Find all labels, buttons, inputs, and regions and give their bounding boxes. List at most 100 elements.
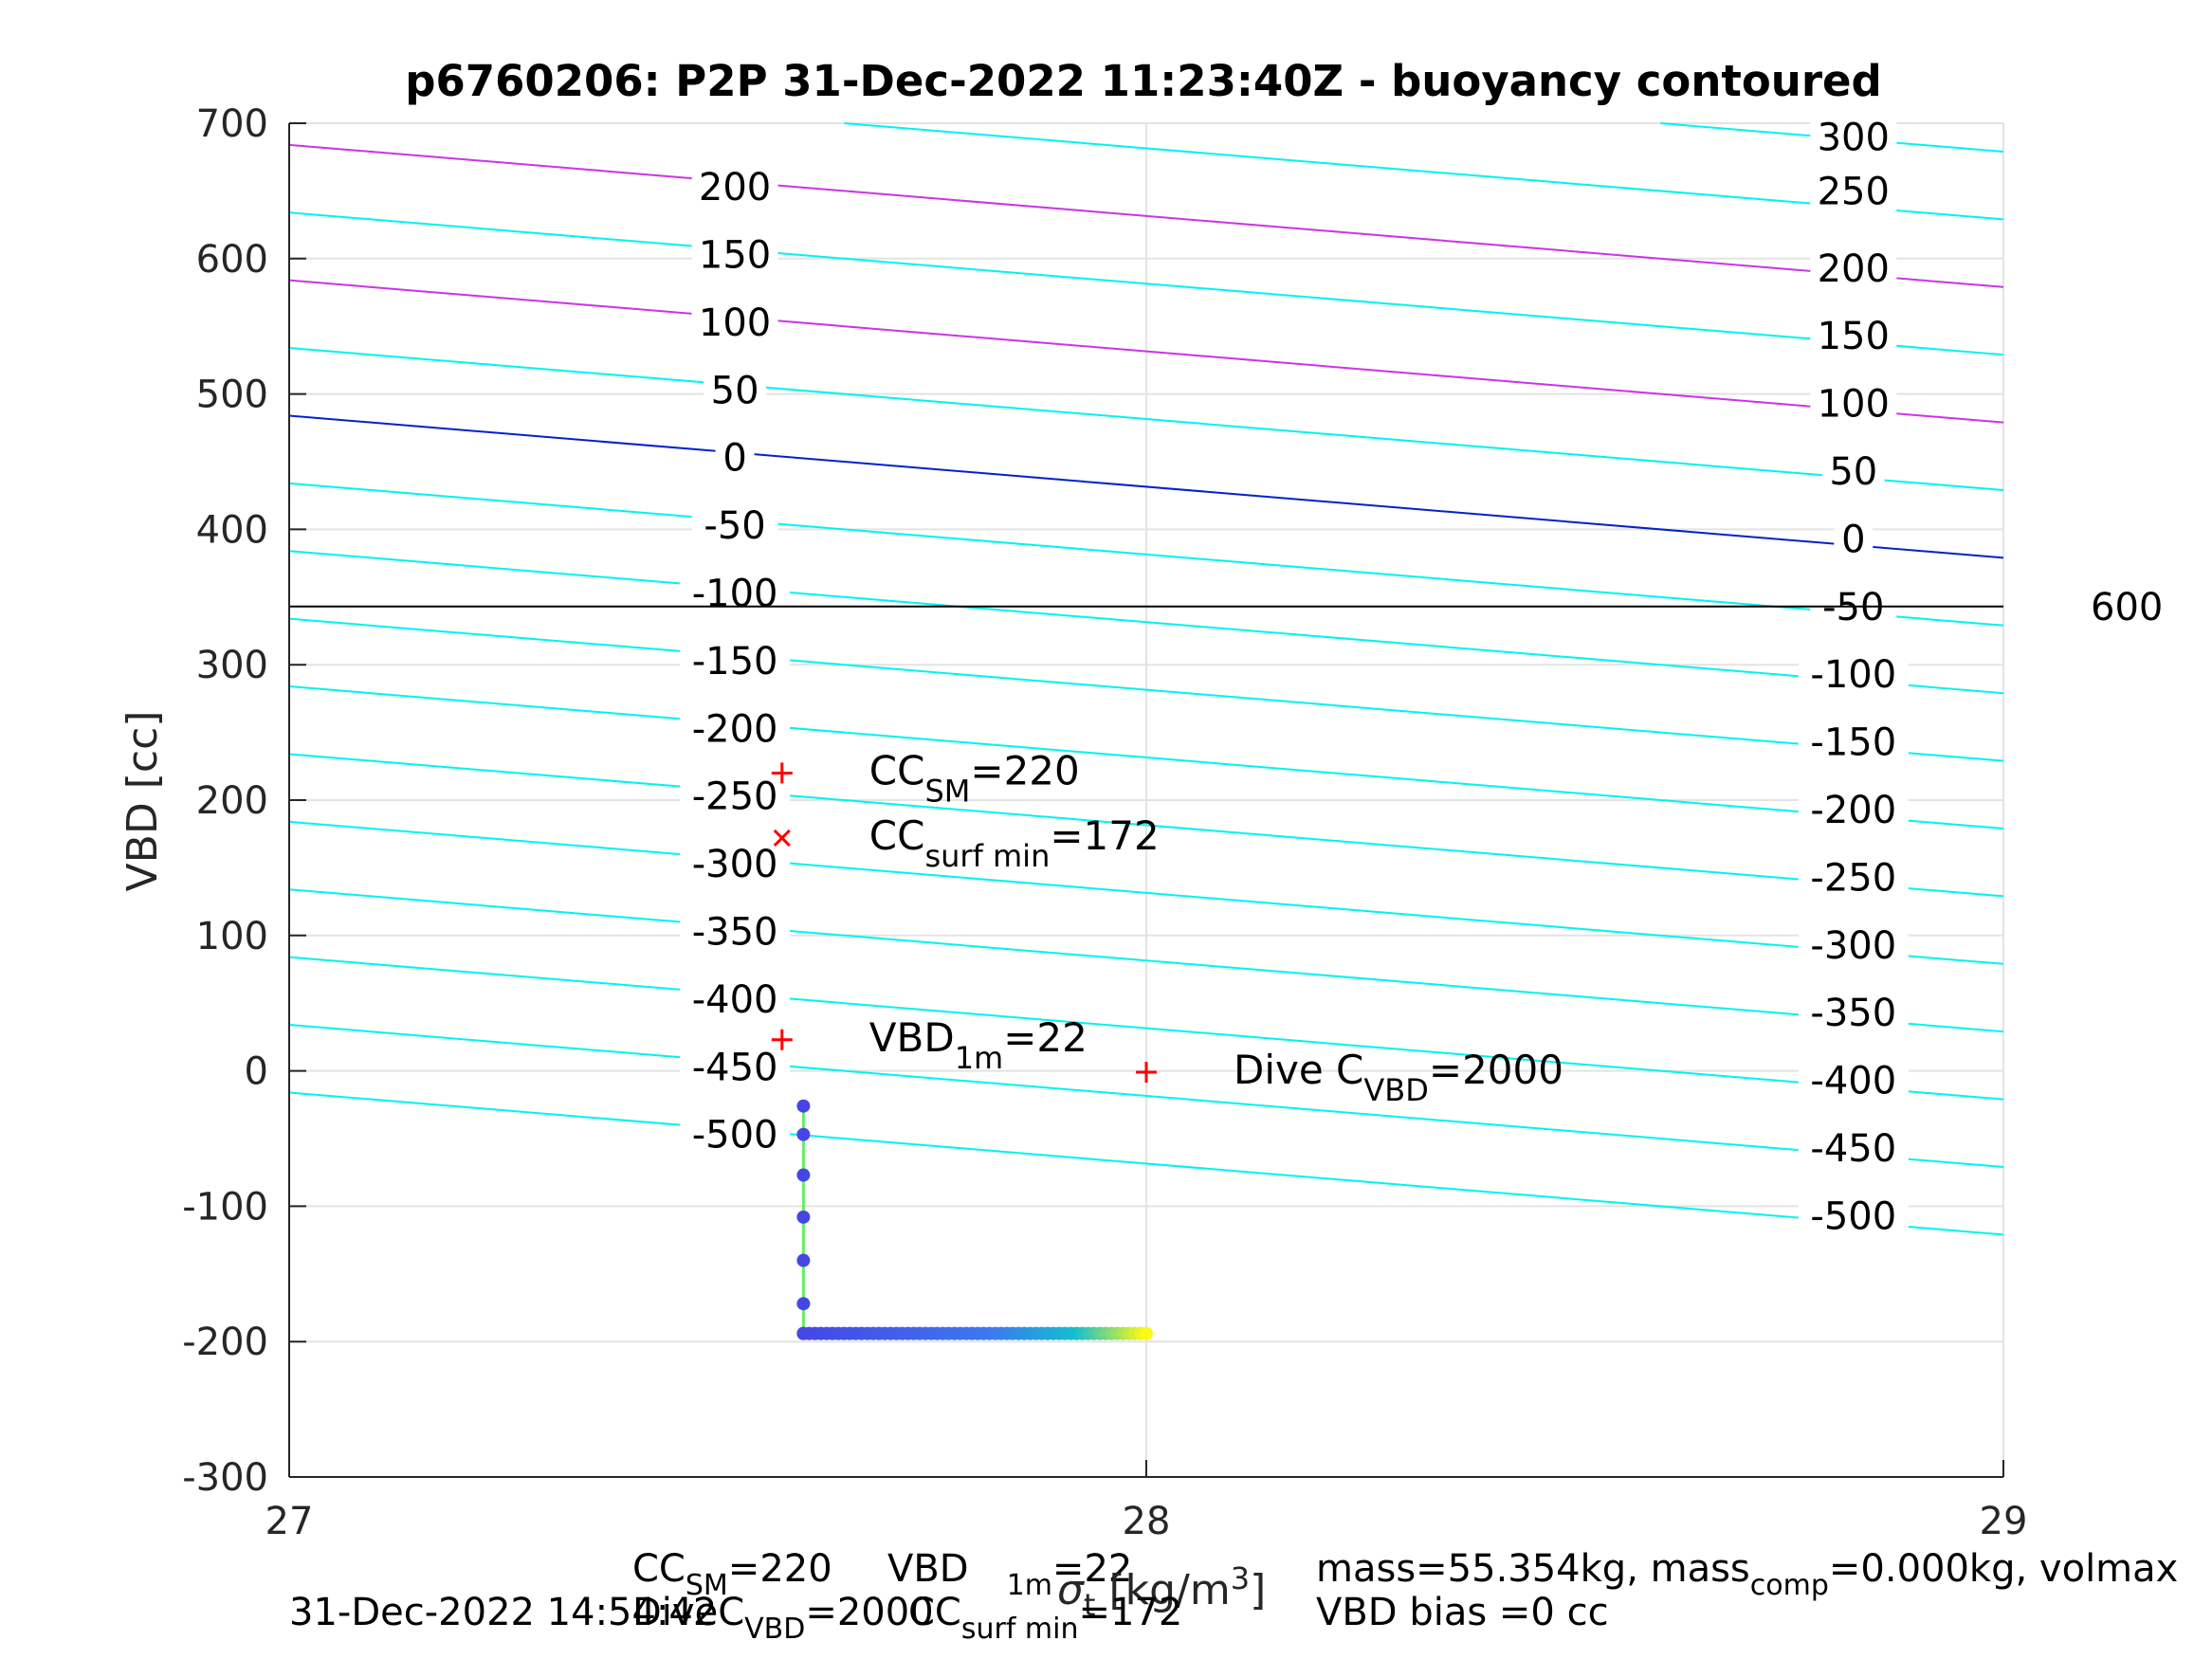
contour-label-right-bg xyxy=(1798,923,1909,966)
contour-label-right: -250 xyxy=(1810,856,1896,900)
contour-label-right: -350 xyxy=(1810,992,1896,1035)
contour-label-right: -450 xyxy=(1810,1127,1896,1171)
contour-line xyxy=(288,617,2004,762)
footer-vbd-bias: VBD bias =0 cc xyxy=(1316,1591,1609,1634)
contour-label-right: 300 xyxy=(1818,116,1890,159)
footer-summary-cc: CCSM=220 xyxy=(632,1547,832,1602)
footer-summary-vbd: VBD 1m=22 xyxy=(887,1547,1132,1602)
x-tick-label: 29 xyxy=(1980,1500,2028,1543)
contour-label-left-bg xyxy=(680,639,791,682)
contour-label-right-bg xyxy=(1810,246,1897,289)
profile-point xyxy=(796,1099,811,1113)
contour-label-left-bg xyxy=(691,166,778,209)
contour-label-right-bg xyxy=(1810,116,1897,158)
contour-label-right: 0 xyxy=(1841,518,1865,561)
contour-label-left: 50 xyxy=(711,369,759,412)
contour-label-left: 100 xyxy=(699,301,771,345)
x-tick-label: 27 xyxy=(265,1500,314,1543)
contour-line xyxy=(288,753,2004,898)
contour-line xyxy=(288,482,2004,627)
contour-label-right-bg xyxy=(1810,315,1897,357)
contour-label-left-bg xyxy=(680,1113,791,1156)
contour-label-right-bg xyxy=(1834,518,1874,560)
y-tick-label: -100 xyxy=(182,1185,268,1229)
footer-timestamp: 31-Dec-2022 14:54:42 xyxy=(289,1591,717,1634)
contour-label-left: -350 xyxy=(692,911,778,955)
marker-label: Dive CVBD=2000 xyxy=(1234,1047,1563,1108)
y-tick-label: 600 xyxy=(196,238,268,282)
y-tick-label: -200 xyxy=(182,1321,268,1364)
contour-label-right: -100 xyxy=(1810,653,1896,697)
contour-label-right: 50 xyxy=(1829,450,1877,494)
contour-label-left: -200 xyxy=(692,707,778,751)
contour-label-left-bg xyxy=(680,910,791,953)
x-axis-label: σt [kg/m3] xyxy=(1057,1560,1266,1623)
marker-label: VBD1m=22 xyxy=(869,1014,1088,1076)
contour-label-right-bg xyxy=(1810,382,1897,425)
contour-label-left-bg xyxy=(691,504,778,547)
footer: CCSM=220 VBD 1m=22 σt [kg/m3] 31-Dec-2022 … xyxy=(289,1547,2178,1646)
contour-line xyxy=(288,685,2004,830)
contour-line-zero xyxy=(288,414,2004,559)
contour-label-right: -200 xyxy=(1810,789,1896,832)
profile-point xyxy=(796,1253,811,1267)
contour-label-left: -300 xyxy=(692,843,778,886)
y-tick-label: 400 xyxy=(196,508,268,552)
contours xyxy=(288,122,2004,1236)
contour-label-left: -250 xyxy=(692,775,778,819)
y-tick-label: 500 xyxy=(196,374,268,417)
contour-labels: 200 150 100 50 0 -50 -100 -150 -200 -250 -300 -350 -… xyxy=(680,116,1909,1238)
profile-point xyxy=(1140,1326,1153,1340)
contour-label-right: 250 xyxy=(1818,170,1890,213)
contour-label-left: -400 xyxy=(692,978,778,1022)
contour-line xyxy=(288,1091,2004,1236)
footer-summary-dive: DiveCVBD=2000 xyxy=(632,1591,934,1646)
contour-label-left-bg xyxy=(680,1046,791,1088)
profile-point xyxy=(796,1168,811,1182)
contour-label-right-bg xyxy=(1798,856,1909,899)
contour-label-right: 200 xyxy=(1818,247,1890,291)
contour-label-right: -500 xyxy=(1810,1194,1896,1238)
contour-label-left-bg xyxy=(704,369,767,411)
contour-label-left: -100 xyxy=(692,573,778,616)
profile-point xyxy=(796,1127,811,1141)
contour-line xyxy=(288,550,2004,695)
contour-line-magenta xyxy=(288,143,2004,288)
contour-label-right-bg xyxy=(1798,1126,1909,1169)
y-tick-label: 700 xyxy=(196,102,268,146)
contour-label-right-bg xyxy=(1798,1059,1909,1102)
y-tick-label: -300 xyxy=(182,1456,268,1500)
contour-line xyxy=(288,820,2004,965)
y-tick-label: 100 xyxy=(196,915,268,958)
contour-label-right: 150 xyxy=(1818,315,1890,358)
marker-label: CCSM=220 xyxy=(869,747,1080,809)
contour-line xyxy=(288,1024,2004,1168)
contour-label-right-bg xyxy=(1821,449,1885,492)
profile xyxy=(796,1099,1153,1340)
marker-label: CCsurf min=172 xyxy=(869,812,1160,874)
contour-label-left: 150 xyxy=(699,234,771,278)
contour-label-right-bg xyxy=(1798,992,1909,1034)
contour-label-left: 200 xyxy=(699,166,771,210)
contour-label-left-bg xyxy=(680,707,791,750)
contour-label-right-bg xyxy=(1798,720,1909,763)
contour-line xyxy=(288,956,2004,1101)
profile-point xyxy=(796,1210,811,1224)
contour-label-left-bg xyxy=(680,775,791,817)
contour-label-right: -150 xyxy=(1810,721,1896,765)
y-tick-label: 0 xyxy=(245,1050,268,1094)
contour-label-left-bg xyxy=(691,233,778,276)
y-axis-label: VBD [cc] xyxy=(119,711,167,892)
y-tick-label: 200 xyxy=(196,779,268,823)
contour-label-right: -400 xyxy=(1810,1060,1896,1103)
contour-line xyxy=(288,888,2004,1033)
contour-label-left: -500 xyxy=(692,1114,778,1158)
contour-label-left: -50 xyxy=(704,504,765,548)
contour-label-left-bg xyxy=(680,977,791,1020)
contour-label-right-bg xyxy=(1810,170,1897,212)
reference-line-label: 600 xyxy=(2091,586,2163,629)
contour-label-left: -150 xyxy=(692,640,778,684)
